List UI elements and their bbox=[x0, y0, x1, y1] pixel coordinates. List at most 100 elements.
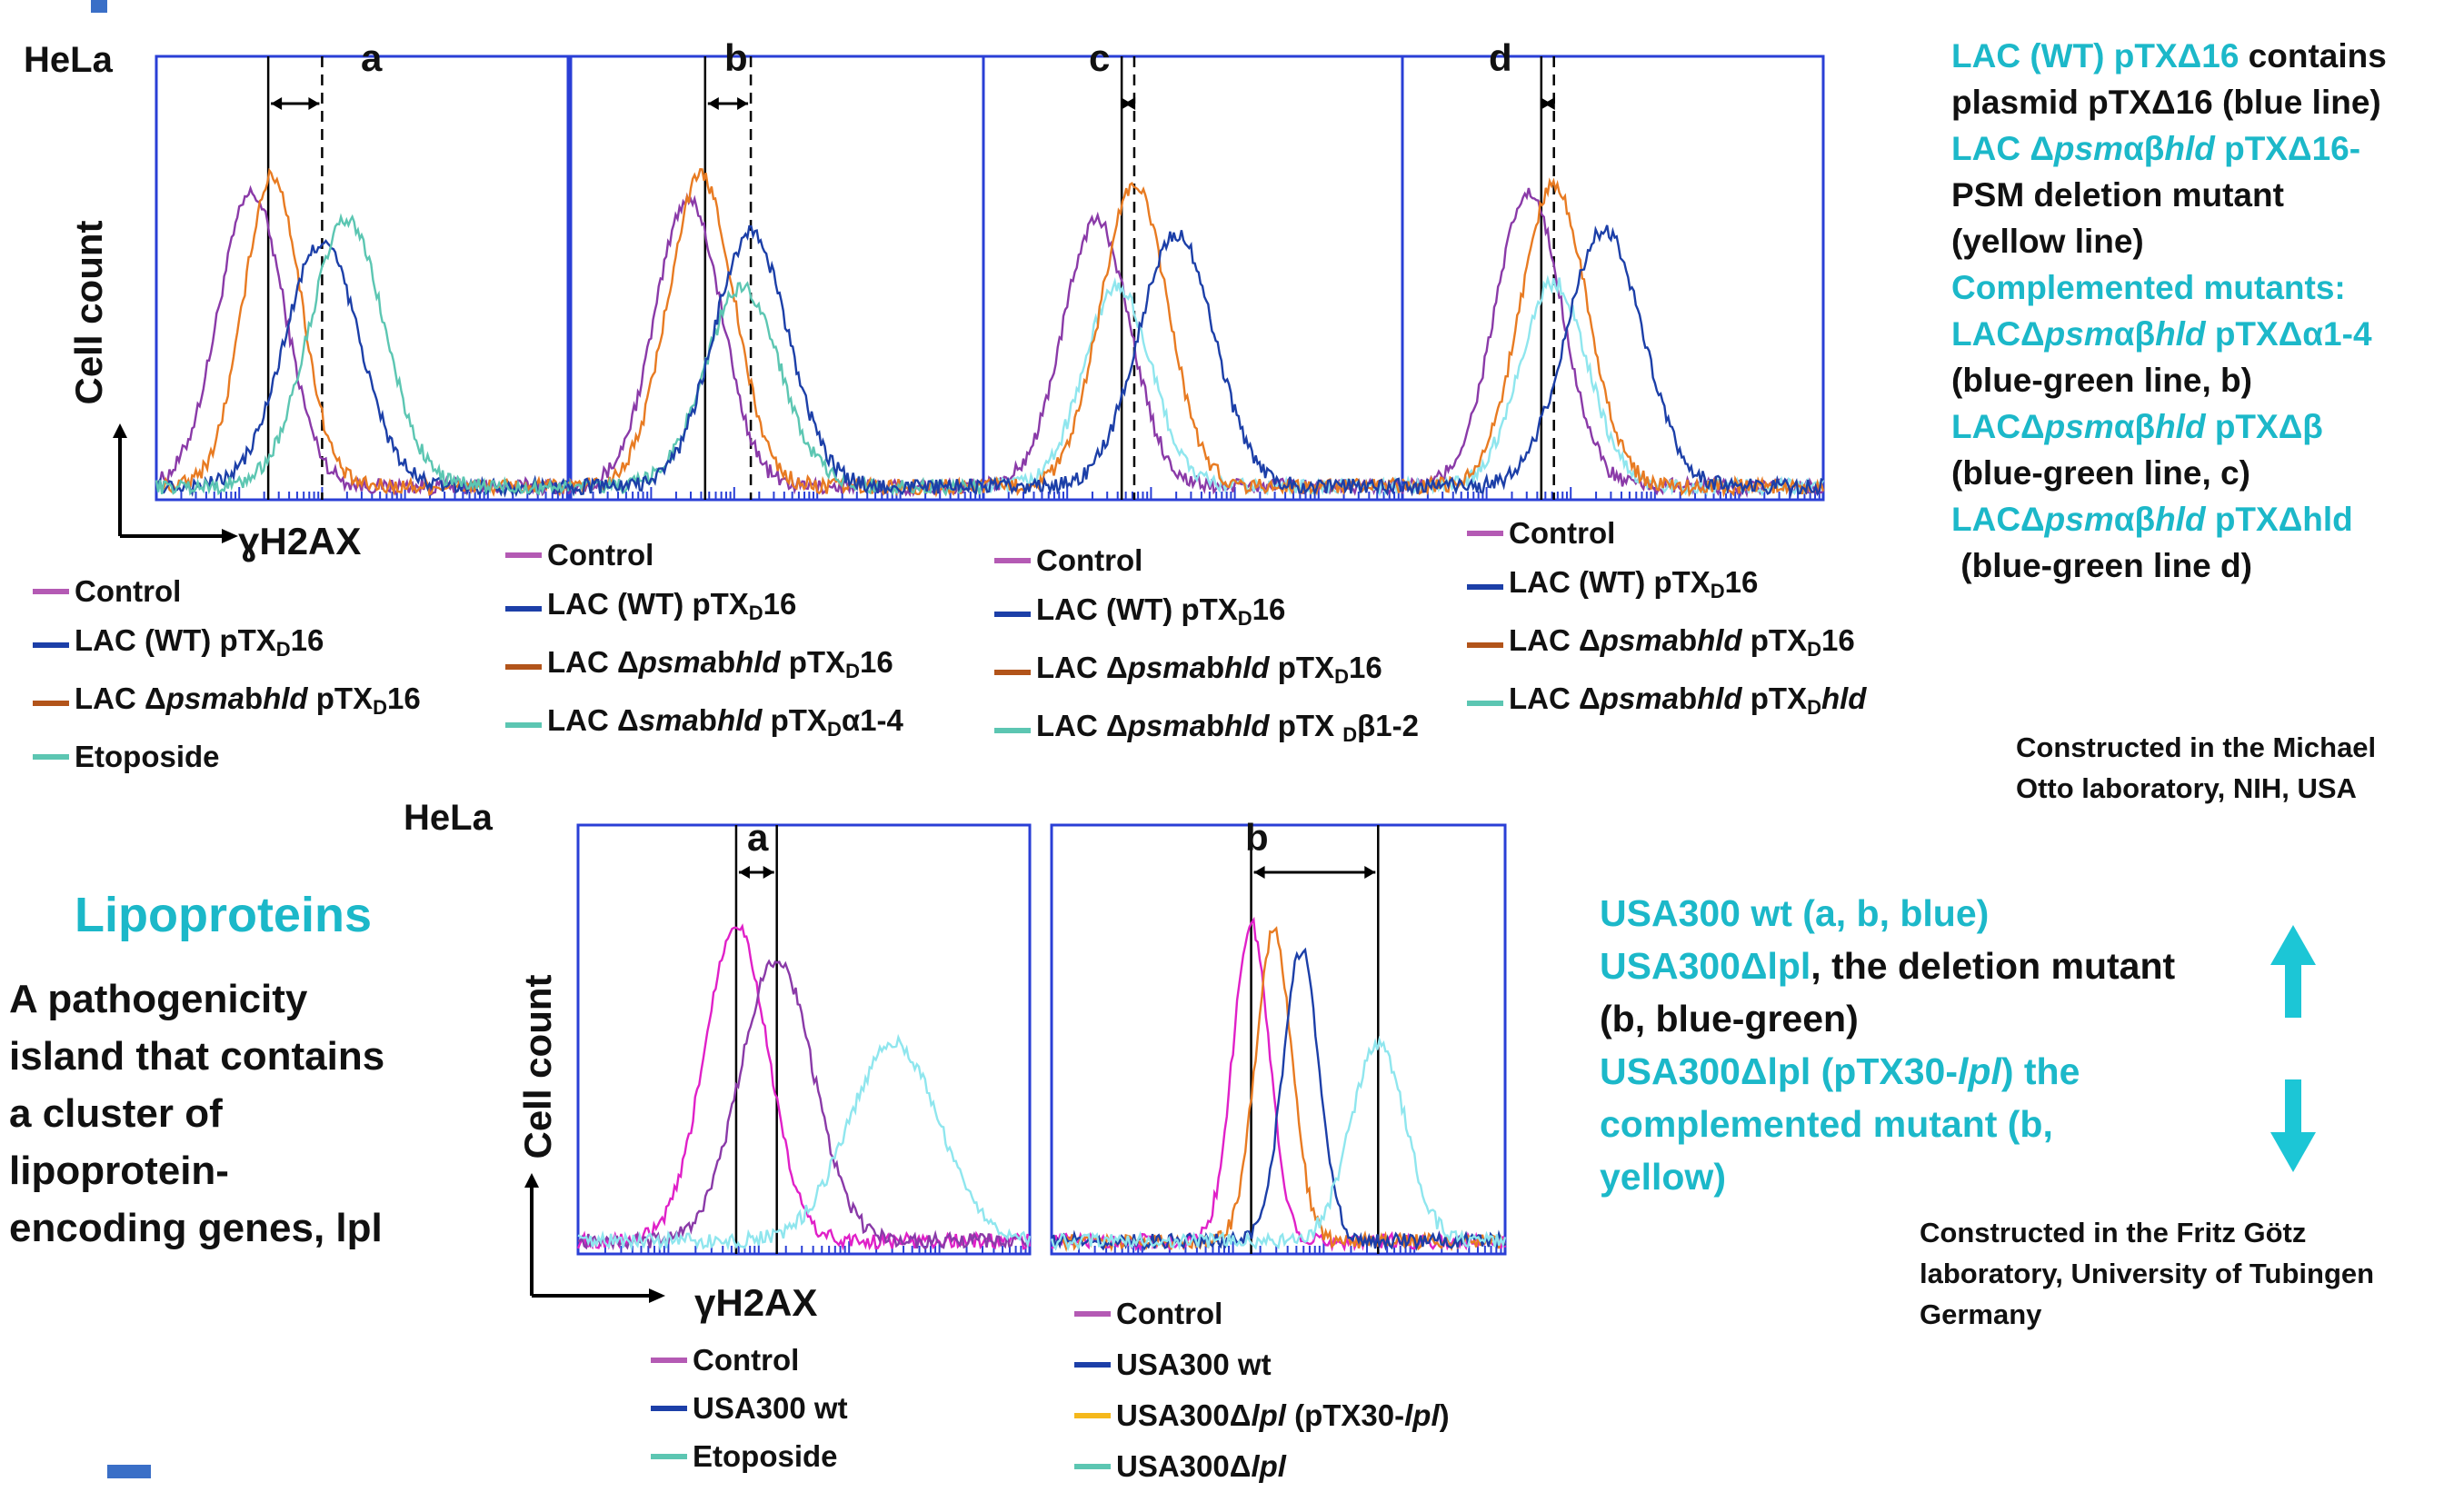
cell-line-label-bottom: HeLa bbox=[404, 798, 493, 838]
legend-swatch bbox=[505, 664, 542, 670]
note-line: USA300Δlpl, the deletion mutant bbox=[1600, 940, 2175, 992]
text-fragment: pTXΔhld bbox=[2205, 501, 2353, 538]
credit-top-line: Constructed in the Michael bbox=[2016, 731, 2377, 763]
panel-frame bbox=[1050, 823, 1507, 1256]
text-fragment: lpl bbox=[1958, 1050, 2001, 1092]
series-line-wt bbox=[1051, 947, 1507, 1252]
legend-item: LAC (WT) pTXD16 bbox=[505, 580, 903, 638]
note-line: PSM deletion mutant bbox=[1951, 172, 2387, 218]
credit-bottom-line: laboratory, University of Tubingen bbox=[1920, 1258, 2375, 1289]
text-fragment: hld bbox=[263, 681, 308, 715]
text-fragment: lpl bbox=[1404, 1398, 1440, 1432]
text-fragment: LAC Δ bbox=[1036, 709, 1128, 742]
legend-swatch bbox=[651, 1357, 687, 1363]
legend-label: USA300 wt bbox=[693, 1384, 848, 1432]
series-line-control_bottom bbox=[576, 923, 1032, 1251]
legend-swatch bbox=[505, 606, 542, 612]
series-line-mutant bbox=[155, 167, 572, 497]
text-fragment: pTXΔ16- bbox=[2214, 130, 2361, 167]
text-fragment: D bbox=[1237, 607, 1252, 630]
desc-line-2: island that contains bbox=[9, 1034, 385, 1079]
legend-item: USA300 wt bbox=[651, 1384, 848, 1432]
legend-swatch bbox=[994, 558, 1031, 563]
note-line: yellow) bbox=[1600, 1150, 2175, 1203]
legend-b: Control LAC (WT) pTXD16 LAC Δpsmabhld pTXD… bbox=[505, 531, 903, 754]
histogram-panel-e bbox=[576, 823, 1032, 1256]
legend-swatch bbox=[651, 1453, 687, 1459]
text-fragment: LAC Δ bbox=[1036, 651, 1128, 684]
legend-swatch bbox=[994, 612, 1031, 617]
text-fragment: LAC (WT) pTX bbox=[1509, 565, 1711, 599]
text-fragment: LACΔ bbox=[1951, 408, 2045, 445]
up-arrow-shaft bbox=[2285, 961, 2301, 1018]
text-fragment: Etoposide bbox=[693, 1439, 838, 1473]
legend-swatch bbox=[1074, 1362, 1111, 1368]
desc-line-1: A pathogenicity bbox=[9, 977, 308, 1021]
text-fragment: (blue-green line d) bbox=[1951, 547, 2252, 584]
shift-arrowhead-right bbox=[1540, 97, 1551, 110]
legend-item: Etoposide bbox=[33, 732, 421, 781]
legend-item: LAC (WT) pTXD16 bbox=[1467, 558, 1866, 616]
legend-label: Control bbox=[1509, 509, 1615, 558]
text-fragment: D bbox=[1710, 580, 1725, 602]
text-fragment: b bbox=[716, 645, 736, 679]
legend-swatch bbox=[651, 1405, 687, 1411]
text-fragment: LACΔ bbox=[1951, 315, 2045, 353]
text-fragment: D bbox=[748, 602, 763, 624]
note-line: USA300Δlpl (pTX30-lpl) the bbox=[1600, 1045, 2175, 1098]
legend-label: Control bbox=[1036, 536, 1142, 585]
text-fragment: LAC Δ bbox=[75, 681, 166, 715]
series-line-mutant bbox=[567, 168, 985, 498]
legend-item: Control bbox=[1074, 1288, 1450, 1339]
panel-letter-a: a bbox=[361, 36, 383, 79]
text-fragment: Etoposide bbox=[75, 740, 220, 773]
text-fragment: 16 bbox=[1821, 623, 1855, 657]
shift-arrowhead-left bbox=[1253, 866, 1265, 879]
text-fragment: lpl bbox=[1251, 1449, 1286, 1483]
text-fragment: hld bbox=[1224, 651, 1270, 684]
text-fragment: (b, blue-green) bbox=[1600, 998, 1859, 1039]
down-arrow-head bbox=[2270, 1132, 2316, 1172]
desc-line-3: a cluster of bbox=[9, 1091, 223, 1136]
text-fragment: LAC Δ bbox=[1509, 681, 1601, 715]
text-fragment: LAC Δ bbox=[547, 703, 639, 737]
note-line: Complemented mutants: bbox=[1951, 264, 2387, 311]
y-axis-arrowhead-top bbox=[113, 423, 127, 438]
text-fragment: hld bbox=[1697, 681, 1742, 715]
corner-block-top bbox=[91, 0, 107, 13]
series-line-control bbox=[577, 959, 1031, 1251]
panel-letter-bottom-b: b bbox=[1245, 816, 1269, 859]
series-line-etoposide bbox=[566, 281, 985, 497]
series-line-wt bbox=[1401, 224, 1824, 498]
legend-label: LAC (WT) pTXD16 bbox=[1036, 585, 1285, 643]
legend-e: Control USA300 wt Etoposide bbox=[651, 1336, 848, 1480]
text-fragment: hld bbox=[1821, 681, 1867, 715]
text-fragment: USA300 wt bbox=[693, 1391, 848, 1425]
note-line: complemented mutant (b, bbox=[1600, 1098, 2175, 1150]
up-arrow-head bbox=[2270, 925, 2316, 965]
legend-label: LAC Δsmabhld pTXDα1-4 bbox=[547, 696, 903, 754]
shift-arrowhead-right bbox=[1120, 97, 1132, 110]
series-line-comp bbox=[577, 1033, 1032, 1252]
text-fragment: LAC Δ bbox=[1509, 623, 1601, 657]
legend-swatch bbox=[1467, 584, 1503, 590]
legend-item: Control bbox=[505, 531, 903, 580]
cell-line-label-top: HeLa bbox=[24, 40, 113, 80]
series-line-wt bbox=[566, 224, 985, 496]
text-fragment: Control bbox=[75, 574, 182, 608]
text-fragment: LAC (WT) pTX bbox=[75, 623, 276, 657]
legend-label: USA300Δlpl bbox=[1116, 1441, 1286, 1492]
shift-arrowhead-right bbox=[1364, 866, 1376, 879]
credit-bottom-line: Constructed in the Fritz Götz bbox=[1920, 1217, 2307, 1248]
legend-item: USA300Δlpl (pTX30-lpl) bbox=[1074, 1390, 1450, 1441]
text-fragment: 16 bbox=[290, 623, 324, 657]
series-line-comp bbox=[983, 277, 1404, 498]
text-fragment: D bbox=[1334, 665, 1349, 688]
legend-item: LAC (WT) pTXD16 bbox=[33, 616, 421, 674]
panel-letter-bottom-a: a bbox=[747, 816, 769, 859]
text-fragment: USA300Δ bbox=[1116, 1449, 1252, 1483]
legend-label: Control bbox=[1116, 1288, 1222, 1339]
legend-label: LAC (WT) pTXD16 bbox=[75, 616, 324, 674]
x-axis-label-bottom: γH2AX bbox=[694, 1281, 818, 1324]
x-axis-arrowhead-bottom bbox=[649, 1288, 665, 1303]
